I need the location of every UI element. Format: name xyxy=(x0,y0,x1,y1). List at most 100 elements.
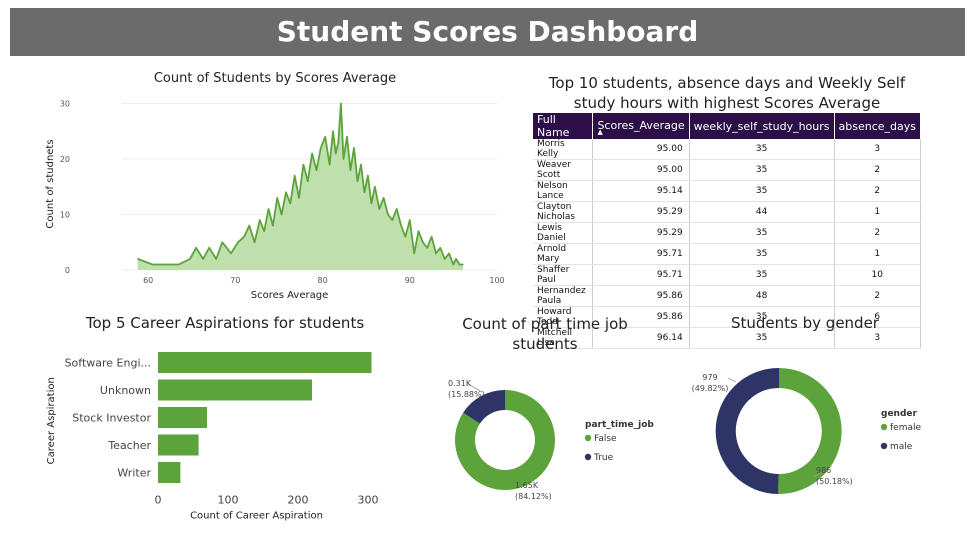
cell-absence-days: 1 xyxy=(834,201,922,223)
area-data-point xyxy=(400,225,402,227)
area-data-point xyxy=(276,197,278,199)
career-bar xyxy=(158,407,207,428)
donut-slice-female xyxy=(778,368,842,495)
cell-scores-average: 95.00 xyxy=(592,139,690,160)
donut-value-label: 979 xyxy=(702,373,717,382)
area-data-point xyxy=(349,169,352,171)
cell-scores-average: 95.14 xyxy=(592,180,690,202)
top-students-table: Full Name Scores_Average ▲ weekly_self_st… xyxy=(533,113,922,349)
area-data-point xyxy=(253,241,256,243)
col-scores-average[interactable]: Scores_Average ▲ xyxy=(592,113,690,139)
cell-absence-days: 6 xyxy=(834,306,922,328)
donut-leader-line xyxy=(813,471,823,478)
area-data-point xyxy=(337,141,339,143)
cell-full-name: Lewis Daniel xyxy=(533,222,594,244)
career-y-axis-label: Career Aspiration xyxy=(46,377,57,464)
area-data-point xyxy=(367,175,369,177)
area-x-tick-label: 90 xyxy=(405,276,415,285)
table-row[interactable]: Morris Kelly 95.00 35 3 xyxy=(533,139,922,160)
area-data-point xyxy=(444,258,446,260)
table-row[interactable]: Nelson Lance 95.14 35 2 xyxy=(533,180,922,202)
table-title: Top 10 students, absence days and Weekly… xyxy=(548,74,906,112)
donut-value-label: 1.65K xyxy=(515,481,539,490)
cell-scores-average: 95.00 xyxy=(592,159,690,181)
gender-donut-chart: 986 (50.18%) 979 (49.82%) gender female male xyxy=(692,367,921,495)
donut-legend-label: male xyxy=(890,442,913,452)
area-data-point xyxy=(356,180,359,182)
cell-absence-days: 10 xyxy=(834,264,922,286)
area-data-point xyxy=(360,163,362,166)
table-row[interactable]: Weaver Scott 95.00 35 2 xyxy=(533,159,922,181)
area-data-point xyxy=(221,241,223,243)
donut-legend-title: gender xyxy=(881,409,918,419)
area-data-point xyxy=(353,147,355,149)
table-row[interactable]: Clayton Nicholas 95.29 44 1 xyxy=(533,201,922,223)
area-data-point xyxy=(289,202,291,205)
donut-percent-label: (84.12%) xyxy=(515,492,552,501)
donut-percent-label: (49.82%) xyxy=(692,384,729,393)
area-data-point xyxy=(202,258,204,260)
area-data-point xyxy=(374,186,376,188)
area-data-point xyxy=(346,136,348,138)
career-bar xyxy=(158,352,372,373)
cell-full-name: Clayton Nicholas xyxy=(533,201,594,223)
dashboard-title: Student Scores Dashboard xyxy=(10,8,965,56)
career-x-tick-label: 0 xyxy=(155,494,162,507)
area-data-point xyxy=(302,163,304,166)
donut-percent-label: (15.88%) xyxy=(448,390,485,399)
table-row[interactable]: Howard Todd 95.86 35 6 xyxy=(533,306,922,328)
table-row[interactable]: Lewis Daniel 95.29 35 2 xyxy=(533,222,922,244)
cell-scores-average: 95.71 xyxy=(592,243,690,265)
area-data-point xyxy=(383,197,385,199)
area-x-axis-label: Scores Average xyxy=(251,290,328,301)
cell-full-name: Hernandez Paula xyxy=(533,285,594,307)
area-data-point xyxy=(417,230,420,232)
cell-full-name: Arnold Mary xyxy=(533,243,594,265)
area-data-point xyxy=(332,130,334,132)
cell-scores-average: 95.71 xyxy=(592,264,690,286)
cell-study-hours: 44 xyxy=(689,201,835,223)
table-header-row: Full Name Scores_Average ▲ weekly_self_st… xyxy=(533,113,922,139)
col-absence-days[interactable]: absence_days xyxy=(834,113,922,139)
area-data-point xyxy=(189,258,191,260)
area-data-point xyxy=(448,252,450,254)
donut-legend-title: part_time_job xyxy=(585,420,654,430)
area-data-point xyxy=(378,208,380,210)
donut-slice-male xyxy=(715,367,779,494)
area-data-point xyxy=(208,247,210,249)
area-data-point xyxy=(311,152,313,155)
cell-full-name: Mitchell Lisa xyxy=(533,327,594,349)
area-data-point xyxy=(430,236,433,238)
cell-absence-days: 3 xyxy=(834,139,922,160)
cell-study-hours: 35 xyxy=(689,159,835,181)
cell-scores-average: 96.14 xyxy=(592,327,690,349)
area-data-point xyxy=(243,236,245,238)
area-data-point xyxy=(272,225,274,227)
col-full-name[interactable]: Full Name xyxy=(533,113,594,139)
table-row[interactable]: Arnold Mary 95.71 35 1 xyxy=(533,243,922,265)
cell-absence-days: 2 xyxy=(834,159,922,181)
table-row[interactable]: Shaffer Paul 95.71 35 10 xyxy=(533,264,922,286)
cell-scores-average: 95.86 xyxy=(592,285,690,307)
area-data-point xyxy=(324,136,326,138)
area-data-point xyxy=(342,158,345,160)
area-data-point xyxy=(226,247,228,249)
area-y-tick-label: 20 xyxy=(60,155,70,164)
bar-chart-title: Top 5 Career Aspirations for students xyxy=(85,314,365,332)
donut-value-label: 986 xyxy=(816,466,831,475)
table-row[interactable]: Mitchell Lisa 96.14 35 3 xyxy=(533,327,922,349)
career-x-tick-label: 100 xyxy=(218,494,239,507)
area-data-point xyxy=(387,213,389,216)
cell-scores-average: 95.86 xyxy=(592,306,690,328)
area-data-point xyxy=(422,241,424,243)
career-bar xyxy=(158,462,181,483)
cell-study-hours: 35 xyxy=(689,243,835,265)
area-data-point xyxy=(294,175,296,177)
area-data-point xyxy=(340,102,342,105)
career-x-tick-label: 200 xyxy=(288,494,309,507)
area-data-point xyxy=(455,258,457,260)
col-weekly-study-hours[interactable]: weekly_self_study_hours xyxy=(689,113,835,139)
table-row[interactable]: Hernandez Paula 95.86 48 2 xyxy=(533,285,922,307)
cell-full-name: Morris Kelly xyxy=(533,139,594,160)
sort-ascending-icon: ▲ xyxy=(597,127,603,136)
